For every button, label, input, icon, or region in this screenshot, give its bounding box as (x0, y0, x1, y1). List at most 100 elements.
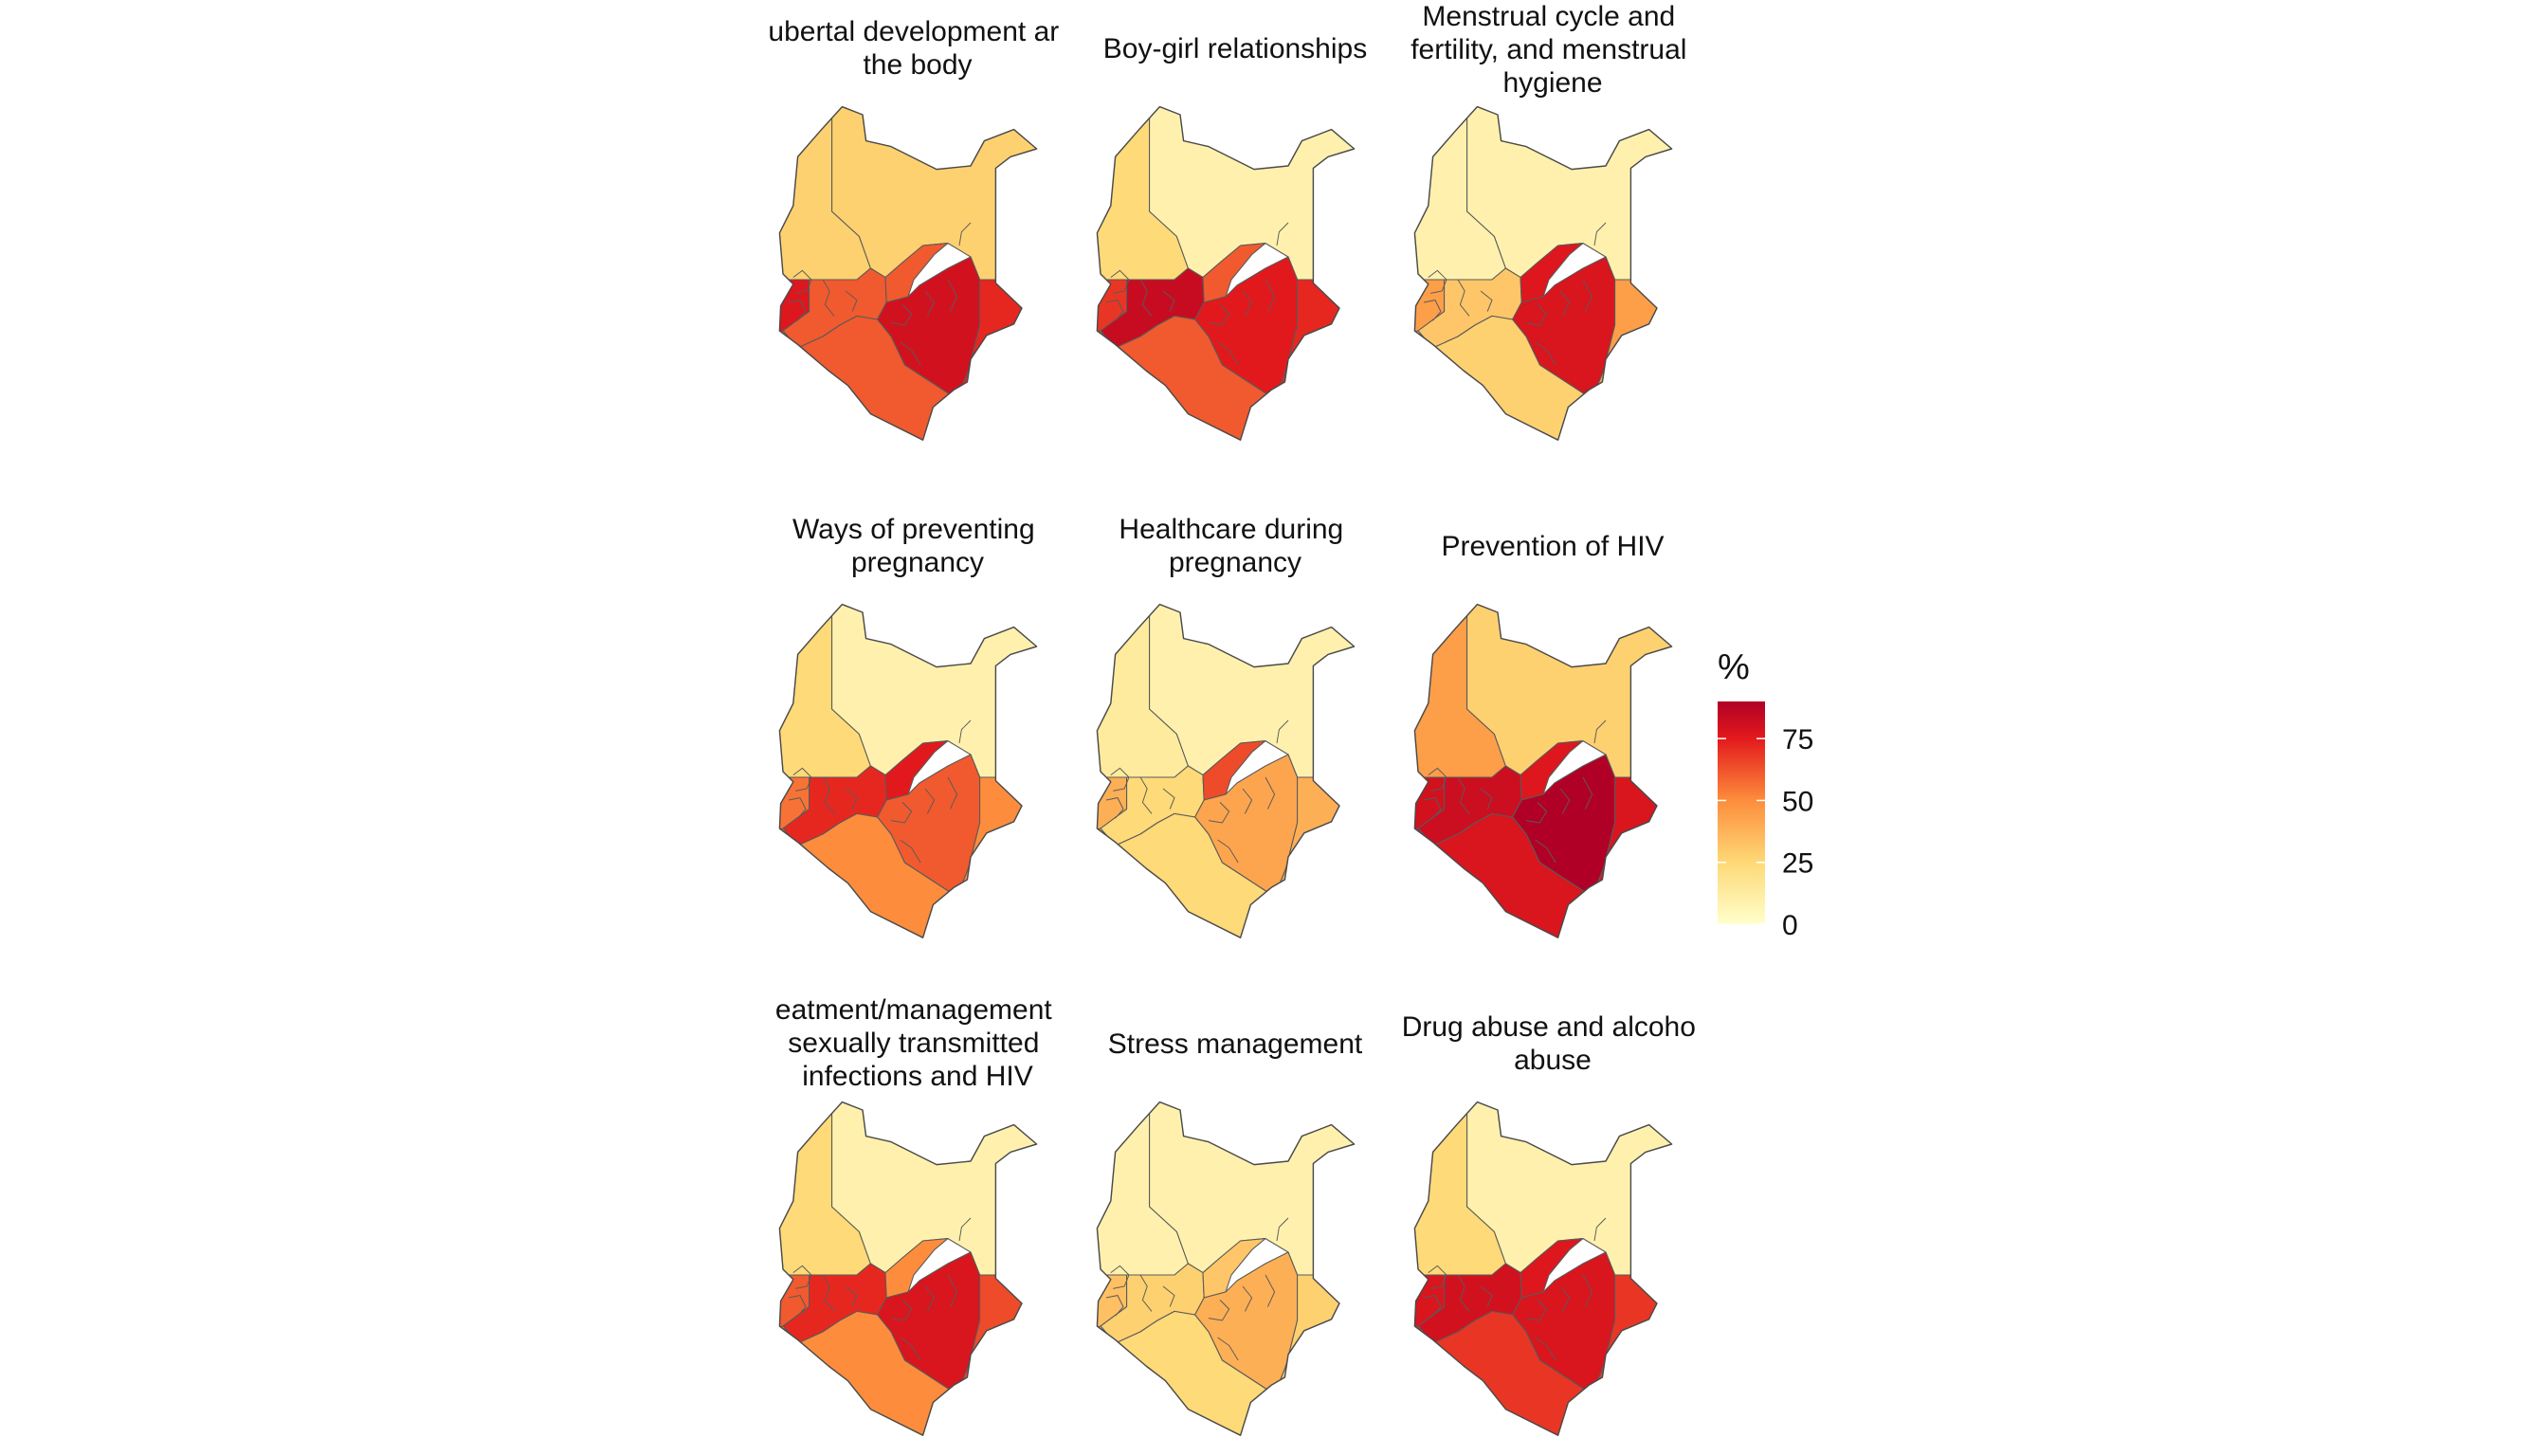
panel-title-line: pregnancy (1169, 547, 1301, 578)
map-shapes (1413, 1101, 1673, 1436)
county-boundary (947, 776, 958, 810)
region-fills (1097, 106, 1355, 441)
panel-title: Menstrual cycle and fertility, and menst… (1410, 1, 1695, 99)
county-boundary (1276, 719, 1289, 744)
county-boundary (788, 300, 807, 321)
county-boundary (1110, 767, 1130, 792)
county-boundary (1162, 788, 1175, 810)
county-boundary (1535, 839, 1556, 864)
county-boundary (1457, 776, 1470, 814)
county-boundary (900, 1337, 921, 1361)
panel-title: Stress management (1108, 1028, 1363, 1060)
county-boundary (1208, 304, 1230, 326)
region-fills (1414, 1101, 1672, 1436)
panel-title-line: sexually transmitted (788, 1028, 1039, 1059)
panel-title-line: the body (863, 49, 972, 81)
county-boundary (900, 839, 921, 864)
county-boundary (900, 341, 921, 366)
region-fills (1097, 1101, 1355, 1436)
county-boundary (1110, 269, 1130, 294)
county-boundary (1525, 304, 1548, 326)
county-boundary (947, 1274, 958, 1307)
kenya-map (1096, 603, 1356, 938)
county-boundary (958, 1217, 972, 1242)
map-shapes (1096, 105, 1356, 441)
legend-tick-label: 0 (1782, 910, 1798, 941)
county-boundary (1559, 1285, 1571, 1312)
county-boundary (1423, 797, 1442, 819)
legend-tick-label: 25 (1782, 848, 1813, 880)
county-boundary (924, 290, 936, 317)
county-boundary (1480, 788, 1493, 810)
county-boundary (1217, 1337, 1239, 1361)
county-boundary (890, 304, 913, 326)
county-boundary (1535, 341, 1556, 366)
county-boundary (1582, 279, 1593, 312)
county-boundary (1559, 788, 1571, 814)
county-boundary (958, 222, 972, 246)
county-boundary (958, 719, 972, 744)
country-outline (1096, 1101, 1356, 1436)
county-boundary (1593, 719, 1607, 744)
panel-title-line: eatment/management (775, 994, 1053, 1026)
county-boundary (845, 1285, 858, 1307)
map-shapes (1096, 603, 1356, 938)
county-boundary (1265, 279, 1276, 312)
panel-title-line: Drug abuse and alcoho (1402, 1011, 1696, 1043)
county-boundary (947, 279, 958, 312)
county-boundary (822, 279, 835, 317)
county-boundary (1582, 776, 1593, 810)
panel-title-line: abuse (1514, 1045, 1592, 1076)
country-outline (1413, 1101, 1673, 1436)
map-shapes (1096, 1101, 1356, 1436)
county-boundary (1139, 1274, 1153, 1312)
county-boundary (1423, 1295, 1442, 1317)
region-fills (779, 604, 1037, 938)
legend-colorbar (1718, 701, 1765, 924)
county-boundary (845, 290, 858, 312)
region-fills (779, 1101, 1037, 1436)
panel-title-line: Menstrual cycle and (1422, 1, 1675, 32)
kenya-map (778, 1101, 1038, 1436)
county-boundary (788, 797, 807, 819)
country-outline (1413, 105, 1673, 441)
county-boundary (1242, 1285, 1253, 1312)
county-boundary (1139, 776, 1153, 814)
county-boundary (1208, 1300, 1230, 1321)
county-boundary (822, 1274, 835, 1312)
county-boundary (845, 788, 858, 810)
county-boundary (890, 802, 913, 824)
kenya-map (1413, 105, 1673, 441)
county-boundary (1593, 1217, 1607, 1242)
county-boundary (1525, 802, 1548, 824)
panel-title-line: Stress management (1108, 1028, 1363, 1060)
panel-title-line: hygiene (1502, 67, 1602, 99)
county-boundary (1457, 279, 1470, 317)
county-boundary (890, 1300, 913, 1321)
region-fills (1414, 106, 1672, 441)
map-panel-menstrual-cycle: Menstrual cycle and fertility, and menst… (1410, 1, 1695, 441)
panel-title-line: infections and HIV (802, 1061, 1032, 1092)
panel-title-line: Healthcare during (1119, 514, 1343, 545)
county-boundary (1105, 797, 1124, 819)
map-shapes (1413, 603, 1673, 938)
legend-ticks: 0 25 50 75 (1718, 724, 1813, 941)
map-panel-pubertal-development: ubertal development ar the body (768, 16, 1059, 441)
county-boundary (1276, 1217, 1289, 1242)
kenya-map (778, 603, 1038, 938)
county-boundary (1139, 279, 1153, 317)
county-boundary (1423, 300, 1442, 321)
region-fills (1414, 604, 1672, 938)
county-boundary (924, 1285, 936, 1312)
county-boundary (1242, 788, 1253, 814)
map-shapes (778, 105, 1038, 441)
panel-title: Healthcare during pregnancy (1119, 514, 1351, 578)
legend-title: % (1718, 647, 1750, 687)
county-boundary (1428, 269, 1447, 294)
panel-title-line: fertility, and menstrual (1410, 34, 1686, 65)
panel-title: Prevention of HIV (1441, 531, 1664, 562)
country-outline (1413, 603, 1673, 938)
county-boundary (1535, 1337, 1556, 1361)
map-panel-prevention-of-hiv: Prevention of HIV (1413, 531, 1673, 938)
